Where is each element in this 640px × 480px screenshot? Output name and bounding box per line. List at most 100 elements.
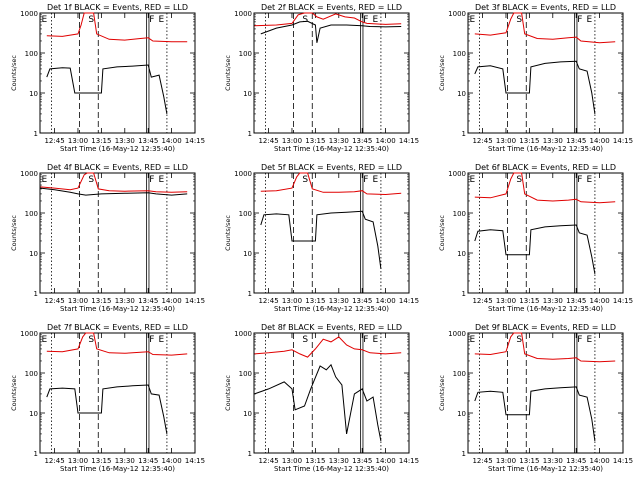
x-tick-label: 14:00 bbox=[162, 297, 182, 305]
y-tick-label: 1000 bbox=[448, 330, 466, 338]
y-tick-label: 1 bbox=[462, 450, 466, 458]
y-tick-label: 1 bbox=[462, 290, 466, 298]
x-tick-label: 13:00 bbox=[68, 297, 88, 305]
x-tick-label: 13:15 bbox=[519, 457, 539, 465]
event-marker-label: E bbox=[587, 175, 593, 185]
x-tick-label: 12:45 bbox=[472, 297, 492, 305]
x-axis-label: Start Time (16-May-12 12:35:40) bbox=[488, 305, 603, 313]
y-tick-label: 1 bbox=[34, 290, 38, 298]
event-marker-label: S bbox=[302, 15, 308, 25]
chart-panel: Det 5f BLACK = Events, RED = LLD 1 10 100 10… bbox=[224, 163, 419, 313]
series-line bbox=[254, 363, 382, 442]
y-tick-label: 100 bbox=[453, 50, 466, 58]
event-marker-label: F bbox=[363, 175, 368, 185]
chart-panel: Det 4f BLACK = Events, RED = LLD 1 10 100 10… bbox=[10, 163, 205, 313]
y-tick-label: 100 bbox=[453, 210, 466, 218]
plot-frame bbox=[39, 12, 196, 134]
x-tick-label: 13:30 bbox=[115, 137, 135, 145]
x-tick-label: 13:00 bbox=[282, 457, 302, 465]
x-tick-label: 13:15 bbox=[519, 137, 539, 145]
y-tick-label: 10 bbox=[243, 410, 252, 418]
series-line bbox=[46, 12, 188, 43]
y-axis-label: Counts/sec bbox=[224, 55, 232, 91]
x-tick-label: 12:45 bbox=[258, 457, 278, 465]
event-marker-label: S bbox=[302, 335, 308, 345]
chart-panel: Det 6f BLACK = Events, RED = LLD 1 10 100 10… bbox=[438, 163, 633, 313]
event-marker-label: S bbox=[516, 175, 522, 185]
x-tick-label: 13:45 bbox=[138, 137, 158, 145]
y-axis-label: Counts/sec bbox=[224, 375, 232, 411]
event-marker-label: F bbox=[577, 175, 582, 185]
x-tick-label: 14:15 bbox=[399, 457, 419, 465]
series-line bbox=[46, 332, 188, 356]
series-line bbox=[254, 12, 402, 27]
event-marker-label: F bbox=[577, 15, 582, 25]
series-line bbox=[260, 20, 402, 43]
x-tick-label: 12:45 bbox=[472, 137, 492, 145]
plot-frame bbox=[467, 12, 624, 134]
event-marker-label: E bbox=[42, 175, 48, 185]
y-axis-label: Counts/sec bbox=[438, 215, 446, 251]
event-marker-label: S bbox=[88, 175, 94, 185]
x-tick-label: 13:30 bbox=[543, 137, 563, 145]
y-tick-label: 10 bbox=[29, 410, 38, 418]
y-tick-label: 10 bbox=[457, 90, 466, 98]
x-tick-label: 14:15 bbox=[399, 137, 419, 145]
x-tick-label: 14:15 bbox=[185, 137, 205, 145]
y-tick-label: 10 bbox=[457, 410, 466, 418]
y-tick-label: 10 bbox=[457, 250, 466, 258]
x-tick-label: 14:00 bbox=[590, 297, 610, 305]
event-marker-label: E bbox=[159, 335, 165, 345]
x-tick-label: 13:00 bbox=[496, 457, 516, 465]
x-tick-label: 13:30 bbox=[115, 457, 135, 465]
y-axis-label: Counts/sec bbox=[10, 375, 18, 411]
event-marker-label: E bbox=[373, 15, 379, 25]
series-line bbox=[46, 64, 168, 114]
x-tick-label: 13:45 bbox=[566, 457, 586, 465]
chart-panel: Det 1f BLACK = Events, RED = LLD 1 10 100 10… bbox=[10, 3, 205, 153]
x-axis-label: Start Time (16-May-12 12:35:40) bbox=[274, 305, 389, 313]
y-tick-label: 100 bbox=[25, 50, 38, 58]
chart-title: Det 5f BLACK = Events, RED = LLD bbox=[261, 163, 402, 172]
y-tick-label: 100 bbox=[453, 370, 466, 378]
event-marker-label: F bbox=[363, 335, 368, 345]
x-tick-label: 14:00 bbox=[590, 457, 610, 465]
y-tick-label: 1 bbox=[248, 130, 252, 138]
series-line bbox=[474, 172, 616, 204]
event-marker-label: E bbox=[587, 15, 593, 25]
x-tick-label: 13:45 bbox=[566, 137, 586, 145]
x-tick-label: 14:15 bbox=[613, 457, 633, 465]
chart-title: Det 1f BLACK = Events, RED = LLD bbox=[47, 3, 188, 12]
x-tick-label: 13:15 bbox=[305, 137, 325, 145]
x-tick-label: 13:45 bbox=[352, 297, 372, 305]
x-tick-label: 13:30 bbox=[115, 297, 135, 305]
event-marker-label: F bbox=[363, 15, 368, 25]
y-tick-label: 100 bbox=[239, 370, 252, 378]
x-tick-label: 13:15 bbox=[305, 297, 325, 305]
x-tick-label: 13:00 bbox=[282, 137, 302, 145]
x-axis-label: Start Time (16-May-12 12:35:40) bbox=[60, 145, 175, 153]
event-marker-label: E bbox=[42, 335, 48, 345]
y-tick-label: 1000 bbox=[234, 10, 252, 18]
event-marker-label: F bbox=[149, 335, 154, 345]
y-tick-label: 1000 bbox=[448, 170, 466, 178]
x-tick-label: 14:00 bbox=[162, 457, 182, 465]
x-tick-label: 13:30 bbox=[329, 137, 349, 145]
x-tick-label: 13:30 bbox=[329, 297, 349, 305]
chart-panel: Det 7f BLACK = Events, RED = LLD 1 10 100 10… bbox=[10, 323, 205, 473]
x-tick-label: 14:15 bbox=[613, 297, 633, 305]
x-tick-label: 13:15 bbox=[91, 457, 111, 465]
y-tick-label: 1000 bbox=[234, 170, 252, 178]
chart-panel: Det 2f BLACK = Events, RED = LLD 1 10 100 10… bbox=[224, 3, 419, 153]
y-axis-label: Counts/sec bbox=[438, 55, 446, 91]
y-axis-label: Counts/sec bbox=[438, 375, 446, 411]
y-tick-label: 1 bbox=[248, 290, 252, 298]
y-tick-label: 100 bbox=[239, 210, 252, 218]
x-tick-label: 13:30 bbox=[543, 457, 563, 465]
series-line bbox=[40, 172, 188, 193]
y-tick-label: 100 bbox=[25, 370, 38, 378]
event-marker-label: E bbox=[470, 15, 476, 25]
chart-title: Det 9f BLACK = Events, RED = LLD bbox=[475, 323, 616, 332]
x-tick-label: 13:45 bbox=[138, 457, 158, 465]
